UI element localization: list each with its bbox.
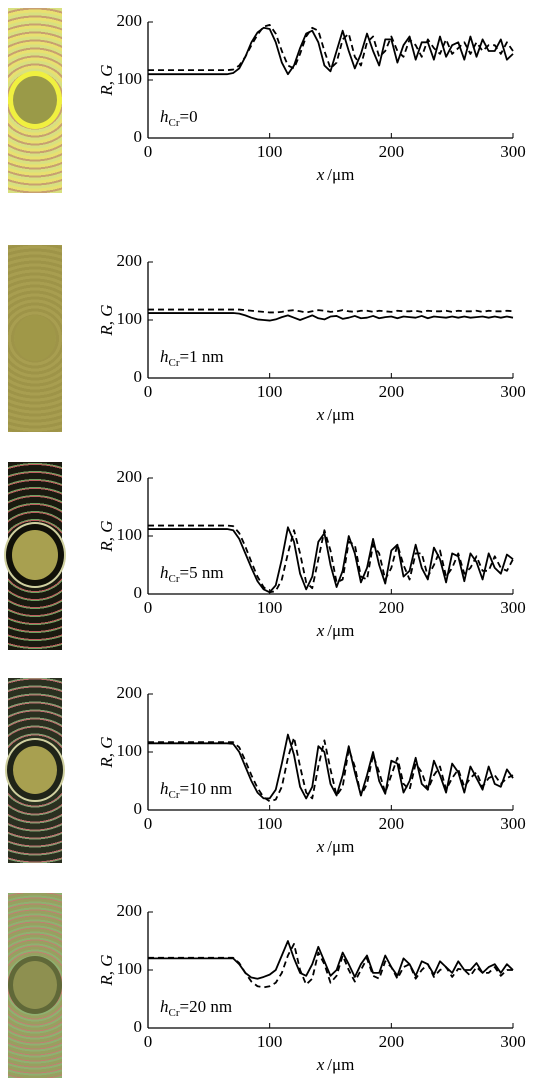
annotation-symbol: h <box>160 107 169 126</box>
x-label-unit: /μm <box>327 621 354 640</box>
x-axis-label: x/μm <box>316 837 355 856</box>
series-line <box>148 308 514 314</box>
y-tick-label: 200 <box>117 251 143 270</box>
y-axis-label: R, G <box>97 304 116 336</box>
annotation-symbol: h <box>160 347 169 366</box>
x-tick-label: 200 <box>379 142 405 161</box>
y-tick-label: 100 <box>117 69 143 88</box>
x-tick-label: 100 <box>257 1032 283 1051</box>
x-label-unit: /μm <box>327 405 354 424</box>
series-line <box>148 26 514 76</box>
annotation: hCr=1 nm <box>160 347 224 369</box>
annotation: hCr=10 nm <box>160 779 232 801</box>
x-axis-label: x/μm <box>316 621 355 640</box>
annotation-symbol: h <box>160 997 169 1016</box>
annotation-text: =20 nm <box>180 997 233 1016</box>
x-label-unit: /μm <box>327 837 354 856</box>
x-label-symbol: x <box>316 165 325 184</box>
series-line <box>148 312 514 322</box>
y-tick-label: 200 <box>117 11 143 30</box>
fringe-image <box>8 678 62 863</box>
annotation-subscript: Cr <box>169 1007 180 1019</box>
x-axis-label: x/μm <box>316 405 355 424</box>
annotation-text: =10 nm <box>180 779 233 798</box>
x-tick-label: 300 <box>500 1032 526 1051</box>
annotation-text: =1 nm <box>180 347 224 366</box>
y-tick-label: 0 <box>134 367 143 386</box>
x-tick-label: 0 <box>144 598 153 617</box>
series-line <box>148 526 514 594</box>
fringe-image <box>8 8 62 193</box>
x-label-symbol: x <box>316 837 325 856</box>
y-axis-label: R, G <box>97 520 116 552</box>
y-tick-label: 100 <box>117 309 143 328</box>
y-tick-label: 200 <box>117 683 143 702</box>
x-axis-label: x/μm <box>316 165 355 184</box>
x-tick-label: 0 <box>144 1032 153 1051</box>
y-tick-label: 200 <box>117 467 143 486</box>
x-tick-label: 0 <box>144 382 153 401</box>
x-label-symbol: x <box>316 405 325 424</box>
x-tick-label: 300 <box>500 142 526 161</box>
annotation-subscript: Cr <box>169 573 180 585</box>
y-tick-label: 200 <box>117 901 143 920</box>
x-axis-label: x/μm <box>316 1055 355 1074</box>
fringe-image <box>8 462 62 650</box>
x-tick-label: 300 <box>500 598 526 617</box>
x-tick-label: 200 <box>379 1032 405 1051</box>
y-axis-label: R, G <box>97 736 116 768</box>
series-line <box>148 524 514 594</box>
annotation-subscript: Cr <box>169 789 180 801</box>
annotation: hCr=0 <box>160 107 198 129</box>
x-tick-label: 0 <box>144 142 153 161</box>
series-line <box>148 943 513 989</box>
annotation-subscript: Cr <box>169 357 180 369</box>
y-tick-label: 0 <box>134 1017 143 1036</box>
y-tick-label: 0 <box>134 583 143 602</box>
x-tick-label: 100 <box>257 142 283 161</box>
annotation: hCr=5 nm <box>160 563 224 585</box>
series-line <box>148 733 514 800</box>
y-tick-label: 100 <box>117 525 143 544</box>
y-tick-label: 100 <box>117 959 143 978</box>
series-line <box>148 940 514 980</box>
y-tick-label: 100 <box>117 741 143 760</box>
y-axis-label: R, G <box>97 64 116 96</box>
annotation-subscript: Cr <box>169 117 180 129</box>
y-tick-label: 0 <box>134 799 143 818</box>
x-label-unit: /μm <box>327 1055 354 1074</box>
y-axis-label: R, G <box>97 954 116 986</box>
fringe-image <box>8 893 62 1078</box>
x-tick-label: 100 <box>257 598 283 617</box>
x-tick-label: 100 <box>257 814 283 833</box>
x-tick-label: 300 <box>500 382 526 401</box>
x-tick-label: 100 <box>257 382 283 401</box>
series-line <box>148 24 514 72</box>
x-tick-label: 200 <box>379 598 405 617</box>
x-tick-label: 0 <box>144 814 153 833</box>
annotation-symbol: h <box>160 563 169 582</box>
x-tick-label: 300 <box>500 814 526 833</box>
annotation-symbol: h <box>160 779 169 798</box>
series-line <box>148 736 514 803</box>
fringe-image <box>8 245 62 432</box>
y-tick-label: 0 <box>134 127 143 146</box>
x-tick-label: 200 <box>379 382 405 401</box>
x-label-unit: /μm <box>327 165 354 184</box>
annotation: hCr=20 nm <box>160 997 232 1019</box>
annotation-text: =0 <box>180 107 198 126</box>
x-label-symbol: x <box>316 1055 325 1074</box>
x-label-symbol: x <box>316 621 325 640</box>
x-tick-label: 200 <box>379 814 405 833</box>
annotation-text: =5 nm <box>180 563 224 582</box>
